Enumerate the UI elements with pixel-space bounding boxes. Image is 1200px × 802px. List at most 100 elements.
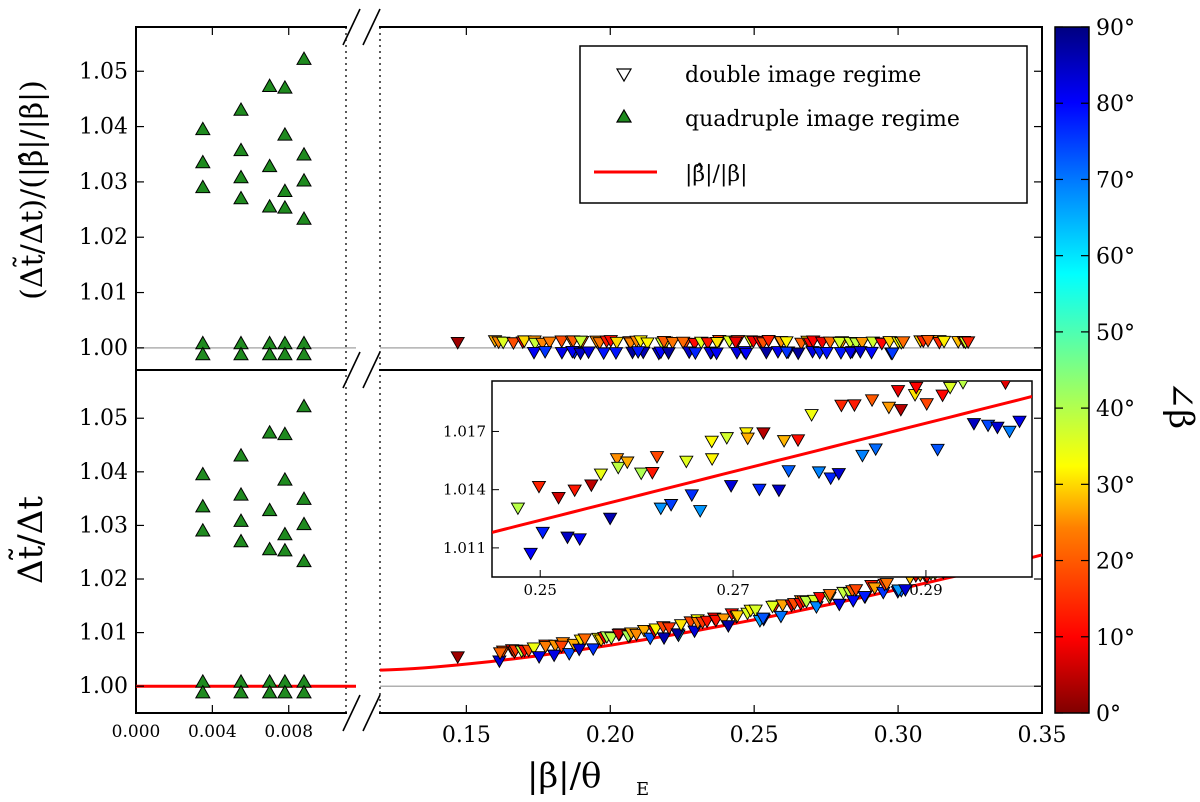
inset-point bbox=[567, 484, 582, 498]
quadruple-point bbox=[261, 684, 278, 699]
colorbar-tick-label: 90° bbox=[1096, 16, 1135, 41]
inset-curve bbox=[492, 395, 1032, 534]
legend-quad-label: quadruple image regime bbox=[685, 107, 960, 132]
break-mark bbox=[362, 8, 381, 46]
x-axis-label: |β|/θ E bbox=[527, 756, 649, 800]
colorbar: 0° 10° 20° 30° 40° 50° 60° 70° 80° 90° ∠β bbox=[1054, 16, 1200, 727]
quadruple-point bbox=[277, 426, 293, 441]
double-point-top bbox=[853, 346, 868, 359]
double-point-top bbox=[779, 346, 794, 360]
double-point-bottom bbox=[809, 601, 824, 615]
inset-content bbox=[492, 381, 1032, 561]
inset-point bbox=[771, 484, 787, 498]
y-tick-label: 1.05 bbox=[79, 59, 128, 84]
double-point-bottom bbox=[765, 600, 780, 614]
x-tick-label-left: 0.000 bbox=[112, 722, 161, 742]
inset-point bbox=[551, 491, 566, 505]
inset-y-tick-label: 1.014 bbox=[443, 481, 486, 499]
double-point-top bbox=[832, 336, 847, 350]
double-point-top bbox=[790, 347, 806, 361]
quadruple-point bbox=[277, 526, 293, 541]
quadruple-point bbox=[194, 522, 211, 537]
inset-point bbox=[990, 421, 1005, 435]
curve-main bbox=[379, 553, 1043, 672]
inset-point bbox=[893, 404, 909, 417]
legend-line-label: |β̂|/|β| bbox=[685, 162, 748, 187]
double-point-top bbox=[573, 347, 588, 361]
inset-frame bbox=[491, 380, 1033, 578]
quadruple-point bbox=[296, 553, 312, 568]
y-tick-label: 1.04 bbox=[79, 460, 128, 485]
axes-frames bbox=[135, 8, 1043, 732]
colorbar-ticks: 0° 10° 20° 30° 40° 50° 60° 70° 80° 90° bbox=[1055, 16, 1135, 727]
quadruple-point bbox=[296, 210, 312, 225]
double-point-top bbox=[609, 336, 625, 350]
quadruple-point bbox=[194, 498, 211, 513]
x-tick-label-right: 0.25 bbox=[730, 723, 779, 748]
y-tick-label: 1.01 bbox=[79, 281, 128, 306]
quadruple-point bbox=[277, 684, 293, 699]
break-mark bbox=[362, 694, 381, 732]
inset-point bbox=[823, 472, 838, 486]
inset-y-tick-label: 1.017 bbox=[443, 422, 486, 440]
inset-y-tick-label: 1.011 bbox=[443, 539, 486, 557]
double-point-bottom bbox=[585, 643, 601, 657]
double-point-top bbox=[506, 337, 521, 351]
colorbar-gradient bbox=[1054, 26, 1090, 714]
inset-point bbox=[1000, 381, 1011, 391]
quadruple-point bbox=[233, 190, 249, 205]
inset-point bbox=[531, 480, 547, 494]
legend-double-marker bbox=[615, 68, 633, 83]
quadruple-point bbox=[277, 126, 293, 141]
double-point-top bbox=[554, 335, 569, 349]
ticks: 1.00 1.01 1.02 1.03 1.04 1.05 1.00 1.01 1.02 1.03… bbox=[79, 27, 1066, 748]
double-point-top bbox=[822, 336, 838, 350]
colorbar-tick-label: 80° bbox=[1096, 92, 1135, 117]
double-point-top bbox=[688, 347, 703, 361]
double-point-top bbox=[517, 335, 532, 349]
inset-point bbox=[834, 399, 849, 413]
quadruple-point bbox=[194, 179, 211, 194]
inset-point bbox=[890, 385, 906, 398]
quadruple-point bbox=[233, 533, 249, 548]
double-point-bottom bbox=[708, 614, 724, 628]
double-point-top bbox=[854, 337, 870, 350]
inset-point bbox=[653, 502, 669, 516]
double-point-top bbox=[709, 337, 725, 350]
quadruple-point bbox=[194, 466, 211, 481]
inset-point bbox=[1012, 415, 1027, 429]
double-point-bottom bbox=[699, 615, 715, 629]
quadruple-point bbox=[233, 684, 249, 699]
double-point-bottom bbox=[773, 610, 789, 624]
inset-point bbox=[847, 399, 862, 413]
quadruple-point bbox=[194, 121, 211, 136]
double-point-bottom bbox=[812, 592, 828, 605]
x-tick-label-left: 0.008 bbox=[264, 722, 313, 742]
inset-point bbox=[723, 480, 739, 493]
x-tick-label-right: 0.30 bbox=[874, 723, 923, 748]
quadruple-point bbox=[194, 346, 211, 361]
double-point-top bbox=[537, 346, 553, 359]
inset-point bbox=[781, 465, 796, 478]
double-point-bottom bbox=[730, 610, 745, 624]
break-mark bbox=[342, 694, 361, 732]
legend-box bbox=[579, 45, 1028, 204]
quadruple-point bbox=[233, 101, 249, 116]
double-point-top bbox=[581, 346, 596, 360]
quadruple-point bbox=[233, 486, 249, 501]
double-point-bottom bbox=[531, 651, 547, 664]
inset-point bbox=[919, 398, 935, 411]
double-point-top bbox=[819, 347, 834, 360]
inset-point bbox=[704, 435, 720, 449]
colorbar-tick-label: 10° bbox=[1096, 626, 1135, 651]
double-point-top bbox=[450, 337, 465, 350]
x-axis-label-sub: E bbox=[636, 779, 649, 800]
double-point-bottom bbox=[450, 651, 465, 665]
double-point-top bbox=[495, 336, 511, 350]
quadruple-point bbox=[194, 684, 211, 699]
quadruple-point bbox=[296, 146, 312, 161]
double-point-top bbox=[700, 337, 716, 351]
double-point-bottom bbox=[670, 628, 685, 642]
y-axis-label-top: (Δt̃/Δt)/(|β̂|/|β|) bbox=[12, 80, 50, 300]
colorbar-tick-label: 30° bbox=[1096, 473, 1135, 498]
